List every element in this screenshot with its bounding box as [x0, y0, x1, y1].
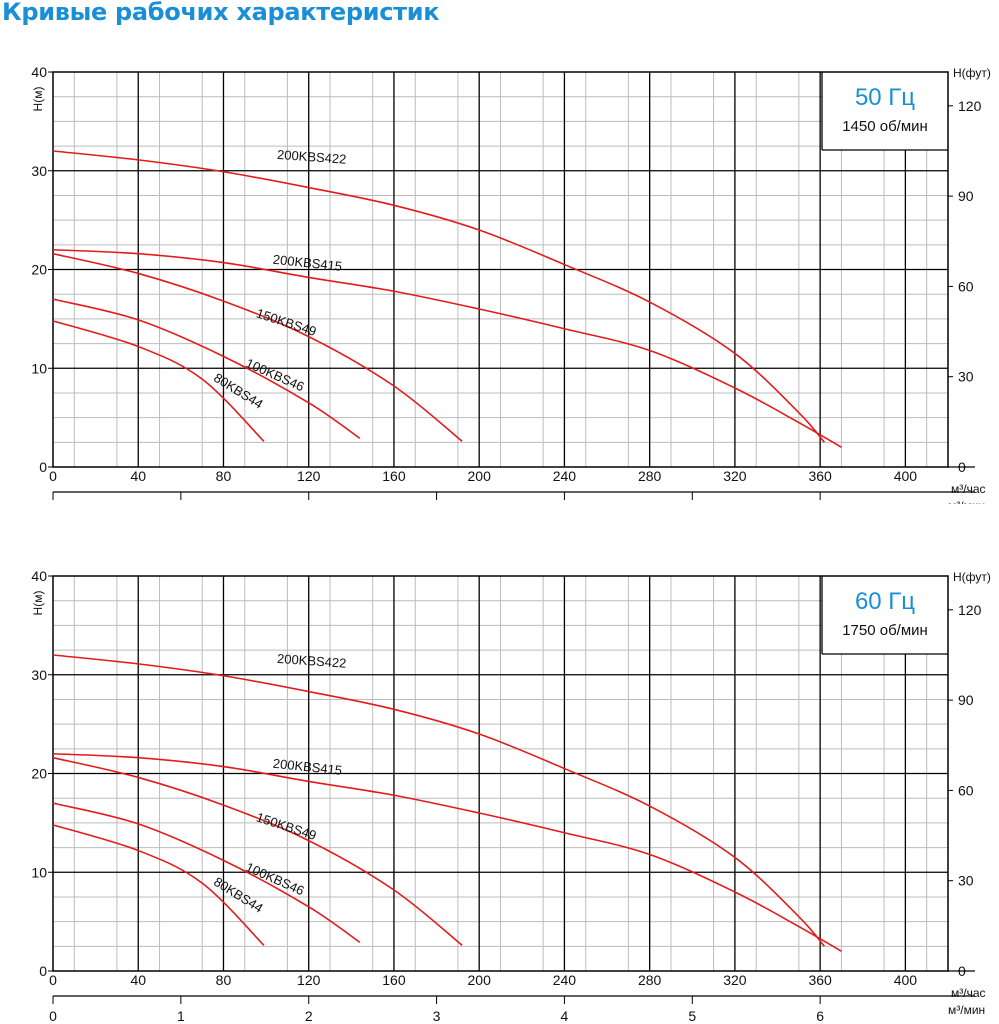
- y-tick-label: 20: [31, 766, 47, 782]
- frequency-box-bg: [822, 72, 948, 150]
- curve-100kbs46: [52, 802, 361, 944]
- speed-label: 1750 об/мин: [842, 622, 928, 639]
- curve-label-200kbs415: 200KBS415: [272, 252, 343, 274]
- x-tick-label: 400: [894, 468, 918, 484]
- x-tick-label: 280: [638, 972, 662, 988]
- y-axis-title: H(м): [31, 591, 45, 616]
- y2-tick-label: 90: [958, 692, 974, 708]
- curve-200kbs422: [52, 654, 826, 947]
- y-tick-label: 10: [31, 864, 47, 880]
- x-tick-label: 120: [297, 468, 321, 484]
- x-axis-title: м³/час: [951, 986, 986, 1000]
- x-axis-title: м³/час: [951, 482, 986, 496]
- page-title: Кривые рабочих характеристик: [2, 0, 440, 26]
- x-tick-label: 120: [297, 972, 321, 988]
- x2-tick-label: 5: [688, 1008, 696, 1024]
- x2-tick-label: 2: [305, 1008, 313, 1024]
- x-tick-label: 40: [130, 468, 146, 484]
- y2-tick-label: 30: [958, 873, 974, 889]
- y2-tick-label: 120: [958, 602, 982, 618]
- x-tick-label: 240: [553, 972, 577, 988]
- y2-tick-label: 60: [958, 782, 974, 798]
- frequency-box: 60 Гц 1750 об/мин: [821, 576, 948, 655]
- x-tick-label: 240: [553, 468, 577, 484]
- performance-curves: 200KBS422200KBS415150KBS49100KBS4680KBS4…: [52, 147, 842, 448]
- performance-chart-50hz: 50 Гц 1450 об/мин 0 10 20 30 40 H(м) 0 30 60 90 120 H…: [31, 64, 991, 504]
- y-tick-label: 40: [31, 64, 47, 80]
- curve-100kbs46: [52, 298, 361, 440]
- x-tick-label: 200: [468, 972, 492, 988]
- x-tick-label: 160: [382, 468, 406, 484]
- x2-tick-label: 1: [177, 1008, 185, 1024]
- x-tick-label: 80: [216, 972, 232, 988]
- y-axis-title: H(м): [31, 87, 45, 112]
- x-tick-label: 0: [49, 468, 57, 484]
- x-tick-label: 40: [130, 972, 146, 988]
- x-tick-label: 200: [468, 468, 492, 484]
- curve-150kbs49: [52, 756, 463, 946]
- x-tick-label: 400: [894, 972, 918, 988]
- curve-150kbs49: [52, 252, 463, 442]
- curve-80kbs44: [52, 320, 265, 442]
- x2-tick-label: 4: [561, 1008, 569, 1024]
- y-tick-label: 30: [31, 163, 47, 179]
- curve-label-200kbs422: 200KBS422: [277, 651, 347, 671]
- y-tick-label: 0: [39, 963, 47, 979]
- y2-axis-title: H(фут): [953, 570, 991, 584]
- curve-200kbs415: [52, 752, 842, 952]
- x2-tick-label: 0: [49, 1008, 57, 1024]
- y-tick-label: 10: [31, 360, 47, 376]
- frequency-label: 50 Гц: [855, 84, 915, 111]
- curve-label-200kbs415: 200KBS415: [272, 756, 343, 778]
- x-tick-label: 360: [808, 972, 832, 988]
- performance-curves: 200KBS422200KBS415150KBS49100KBS4680KBS4…: [52, 651, 842, 952]
- major-gridlines: [53, 72, 948, 467]
- x2-tick-label: 6: [816, 1008, 824, 1024]
- curve-label-80kbs44: 80KBS44: [211, 370, 266, 412]
- y2-tick-label: 120: [958, 98, 982, 114]
- x-tick-label: 0: [49, 972, 57, 988]
- curve-label-80kbs44: 80KBS44: [211, 874, 266, 916]
- y-tick-label: 30: [31, 667, 47, 683]
- frequency-box: 50 Гц 1450 об/мин: [821, 72, 948, 151]
- frequency-box-bg: [822, 576, 948, 654]
- curve-label-100kbs46: 100KBS46: [244, 859, 307, 898]
- curve-80kbs44: [52, 824, 265, 946]
- x-tick-label: 80: [216, 468, 232, 484]
- curve-label-200kbs422: 200KBS422: [277, 147, 347, 167]
- y-tick-label: 20: [31, 262, 47, 278]
- y2-tick-label: 90: [958, 188, 974, 204]
- y2-tick-label: 30: [958, 369, 974, 385]
- y-tick-label: 0: [39, 459, 47, 475]
- x-tick-label: 360: [808, 468, 832, 484]
- x-tick-label: 160: [382, 972, 406, 988]
- curve-200kbs422: [52, 150, 826, 443]
- y2-tick-label: 60: [958, 278, 974, 294]
- frequency-label: 60 Гц: [855, 588, 915, 615]
- curve-label-100kbs46: 100KBS46: [244, 355, 307, 394]
- x-tick-label: 280: [638, 468, 662, 484]
- y-tick-label: 40: [31, 568, 47, 584]
- x2-axis-title: м³/мин: [948, 1003, 985, 1017]
- speed-label: 1450 об/мин: [842, 118, 928, 135]
- x-tick-label: 320: [723, 972, 747, 988]
- y2-axis-title: H(фут): [953, 66, 991, 80]
- curve-200kbs415: [52, 248, 842, 448]
- x2-tick-label: 3: [433, 1008, 441, 1024]
- major-gridlines: [53, 576, 948, 971]
- x2-axis-title: м³/мин: [948, 499, 985, 504]
- x-tick-label: 320: [723, 468, 747, 484]
